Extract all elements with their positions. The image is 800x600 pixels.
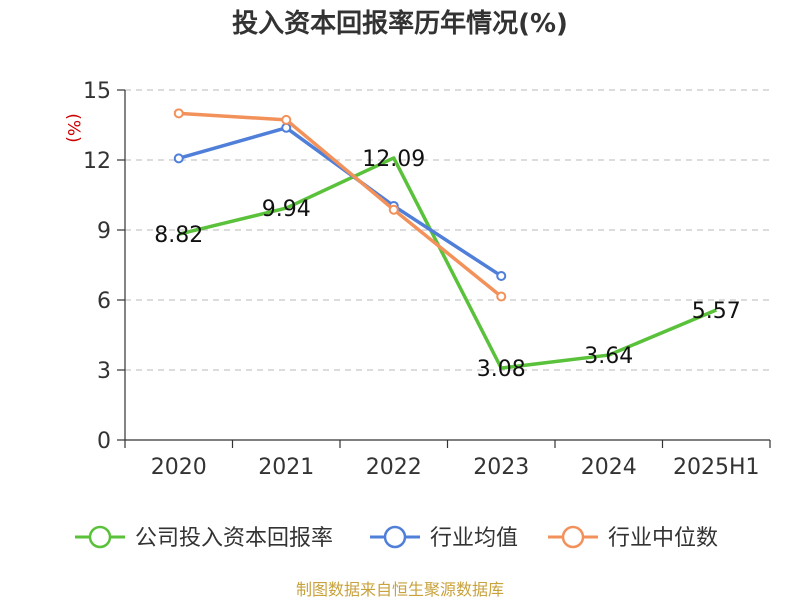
- series-point-1: [281, 122, 292, 133]
- axes: 0 3 6 9 12 15 2020 2021 2022 2023 2024 2025H1: [83, 79, 771, 480]
- legend-swatch-marker: [383, 525, 407, 549]
- data-label: 3.08: [477, 357, 526, 382]
- series-point-2: [173, 108, 184, 119]
- x-tick-label: 2020: [151, 455, 207, 480]
- y-tick-label: 6: [97, 289, 111, 314]
- y-tick-label: 15: [83, 79, 111, 104]
- x-tick-label: 2023: [473, 455, 529, 480]
- series-line-2: [178, 111, 503, 298]
- legend-item-0[interactable]: 公司投入资本回报率: [75, 525, 333, 551]
- y-tick-label: 9: [97, 219, 111, 244]
- legend-item-1[interactable]: 行业均值: [370, 525, 518, 551]
- legend-item-2[interactable]: 行业中位数: [548, 525, 718, 551]
- legend-label: 行业均值: [430, 526, 518, 551]
- series-line-1: [178, 126, 503, 278]
- x-tick-label: 2025H1: [673, 455, 760, 480]
- series-line-0: [178, 156, 717, 370]
- legend-label: 公司投入资本回报率: [135, 526, 333, 551]
- y-tick-label: 0: [97, 429, 111, 454]
- series-point-1: [173, 153, 184, 164]
- data-labels: 8.82 9.94 12.09 3.08 3.64 5.57: [154, 147, 740, 382]
- legend: 公司投入资本回报率 行业均值 行业中位数: [75, 525, 718, 551]
- chart-title: 投入资本回报率历年情况(%): [232, 8, 568, 39]
- x-tick-label: 2024: [581, 455, 637, 480]
- data-label: 12.09: [362, 147, 425, 172]
- source-note: 制图数据来自恒生聚源数据库: [296, 580, 504, 599]
- y-tick-label: 12: [83, 149, 111, 174]
- data-label: 8.82: [154, 223, 203, 248]
- series-point-2: [496, 291, 507, 302]
- x-tick-label: 2022: [366, 455, 422, 480]
- y-axis-unit: (%): [63, 113, 83, 142]
- data-label: 9.94: [262, 197, 311, 222]
- series-point-2: [388, 204, 399, 215]
- legend-label: 行业中位数: [608, 526, 718, 551]
- series-point-2: [281, 114, 292, 125]
- data-label: 5.57: [692, 299, 741, 324]
- legend-swatch-marker: [88, 525, 112, 549]
- series-point-1: [496, 270, 507, 281]
- grid: [125, 89, 770, 371]
- y-tick-label: 3: [97, 359, 111, 384]
- x-tick-label: 2021: [258, 455, 314, 480]
- series-layer: [173, 108, 717, 370]
- data-label: 3.64: [584, 344, 633, 369]
- legend-swatch-marker: [561, 525, 585, 549]
